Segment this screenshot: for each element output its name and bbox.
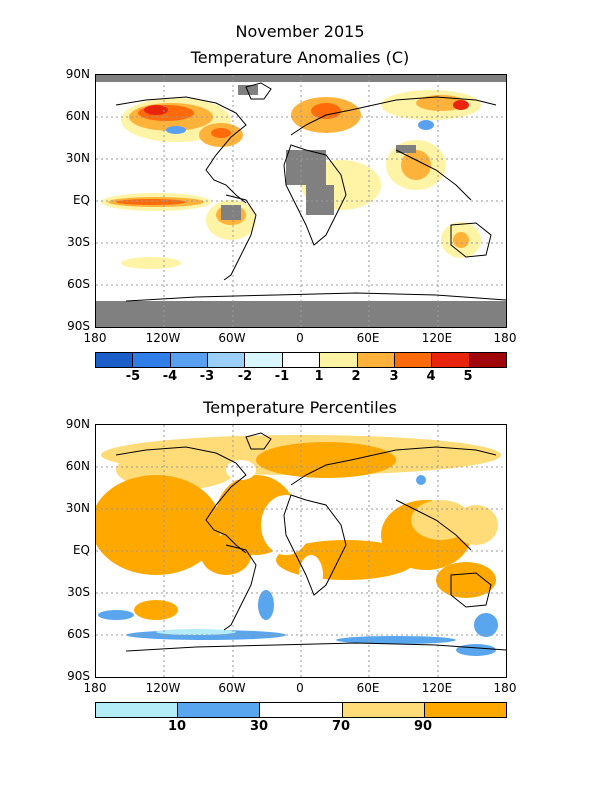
- anomaly-legend-label: -1: [274, 369, 290, 384]
- missing-band-antarctic: [96, 301, 506, 327]
- anomaly-legend-label: -5: [125, 369, 141, 384]
- anomaly-colorbar-swatch: [208, 353, 246, 367]
- percentile-colorbar-swatch: [260, 703, 343, 717]
- anomaly-colorbar: [95, 352, 507, 368]
- lat-label: 90S: [67, 319, 90, 333]
- lat-label: 60N: [65, 109, 90, 123]
- anomaly-map: [95, 74, 507, 328]
- graticule: [96, 75, 506, 327]
- lon-label: 0: [296, 331, 304, 345]
- percentile-colorbar-swatch: [424, 703, 507, 717]
- percentile-field: [96, 435, 501, 656]
- lat-label: EQ: [72, 543, 90, 557]
- anomaly-colorbar-swatch: [469, 353, 506, 367]
- missing-band-arctic: [96, 75, 506, 82]
- anomaly-colorbar-swatch: [245, 353, 283, 367]
- lat-label: 60N: [65, 459, 90, 473]
- anomaly-colorbar-swatch: [282, 353, 321, 367]
- percentile-legend-label: 90: [413, 719, 433, 734]
- lon-label: 120E: [421, 681, 453, 695]
- percentile-colorbar: [95, 702, 507, 718]
- anomaly-colorbar-swatch: [170, 353, 209, 367]
- lat-label: 30N: [65, 501, 90, 515]
- lat-label: 60S: [67, 277, 90, 291]
- anomaly-legend-label: 2: [351, 369, 361, 384]
- anomaly-legend-label: -4: [162, 369, 178, 384]
- graticule: [96, 425, 506, 677]
- percentile-legend-label: 70: [331, 719, 351, 734]
- lat-label: 60S: [67, 627, 90, 641]
- percentile-map-canvas: [96, 425, 506, 677]
- anomaly-colorbar-swatch: [394, 353, 433, 367]
- percentile-colorbar-swatch: [342, 703, 425, 717]
- lon-label: 60W: [218, 331, 246, 345]
- percentile-map-title: Temperature Percentiles: [203, 398, 397, 417]
- lat-label: 90N: [65, 67, 90, 81]
- lat-label: 30S: [67, 585, 90, 599]
- percentile-legend-label: 10: [167, 719, 187, 734]
- anomaly-map-title: Temperature Anomalies (C): [190, 48, 410, 67]
- percentile-colorbar-swatch: [178, 703, 261, 717]
- lon-label: 60E: [356, 331, 380, 345]
- lon-label: 180: [83, 331, 107, 345]
- anomaly-colorbar-swatch: [133, 353, 171, 367]
- lon-label: 60W: [218, 681, 246, 695]
- lat-label: 30S: [67, 235, 90, 249]
- lon-label: 180: [83, 681, 107, 695]
- lon-label: 120E: [421, 331, 453, 345]
- lat-label: 30N: [65, 151, 90, 165]
- lon-label: 180: [493, 331, 517, 345]
- coastlines: [115, 432, 506, 652]
- anomaly-field: [101, 85, 481, 269]
- anomaly-legend-label: 1: [314, 369, 324, 384]
- anomaly-colorbar-swatch: [320, 353, 358, 367]
- percentile-map: [95, 424, 507, 678]
- lat-label: 90N: [65, 417, 90, 431]
- anomaly-colorbar-swatch: [357, 353, 395, 367]
- anomaly-colorbar-swatch: [96, 353, 134, 367]
- lat-label: EQ: [72, 193, 90, 207]
- lat-label: 90S: [67, 669, 90, 683]
- anomaly-legend-label: -2: [237, 369, 253, 384]
- lon-label: 180: [493, 681, 517, 695]
- anomaly-map-canvas: [96, 75, 506, 327]
- lon-label: 120W: [145, 331, 181, 345]
- anomaly-legend-label: 5: [463, 369, 473, 384]
- percentile-colorbar-swatch: [96, 703, 179, 717]
- lon-label: 120W: [145, 681, 181, 695]
- anomaly-legend-label: 3: [389, 369, 399, 384]
- date-title: November 2015: [235, 22, 365, 41]
- percentile-legend-label: 30: [249, 719, 269, 734]
- coastlines: [115, 82, 506, 302]
- anomaly-legend-label: 4: [426, 369, 436, 384]
- lon-label: 0: [296, 681, 304, 695]
- anomaly-legend-label: -3: [199, 369, 215, 384]
- anomaly-colorbar-swatch: [432, 353, 470, 367]
- lon-label: 60E: [356, 681, 380, 695]
